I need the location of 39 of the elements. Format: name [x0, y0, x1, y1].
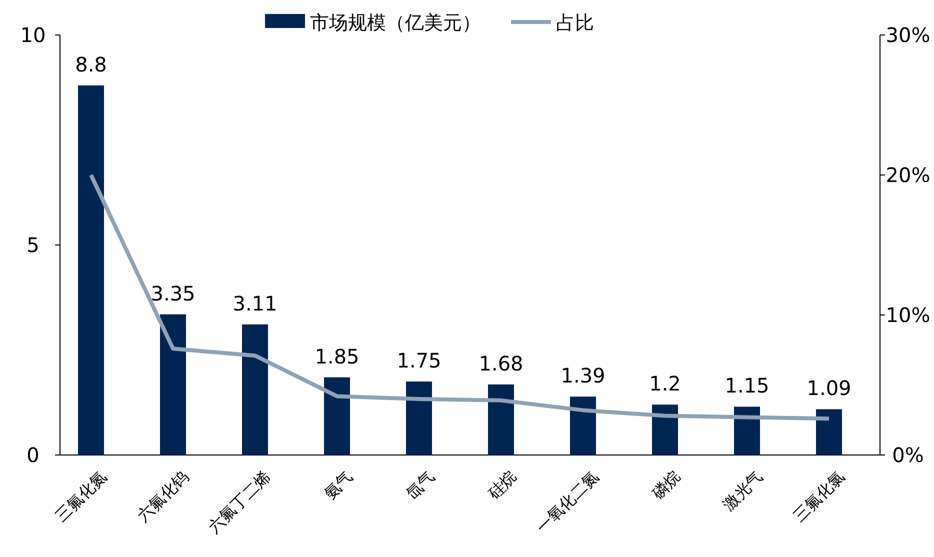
bar	[570, 396, 596, 455]
data-label: 1.2	[649, 372, 681, 396]
data-label: 1.68	[478, 351, 524, 376]
data-label: 1.39	[560, 364, 606, 388]
bar	[488, 384, 514, 455]
x-tick-label: 三氟化氯	[790, 466, 848, 526]
bar	[816, 409, 842, 455]
bar	[734, 406, 760, 455]
legend-label: 市场规模（亿美元）	[310, 12, 481, 34]
data-label: 3.35	[150, 281, 196, 306]
y-tick-label: 0	[26, 443, 40, 467]
x-tick-label: 六氟化钨	[134, 466, 192, 526]
y2-tick-label: 0%	[892, 443, 924, 467]
bar	[324, 377, 350, 455]
x-tick-label: 氙气	[402, 466, 438, 503]
data-label: 1.75	[396, 348, 442, 372]
x-tick-label: 硅烷	[484, 466, 520, 504]
x-tick-label: 三氟化氮	[52, 466, 110, 526]
y-tick-label: 10	[20, 23, 46, 47]
y2-tick-label: 20%	[886, 163, 930, 187]
data-label: 1.15	[724, 374, 770, 398]
bar	[78, 85, 104, 455]
x-tick-label: 磷烷	[648, 466, 684, 504]
x-tick-label: 激光气	[718, 466, 766, 514]
x-tick-label: 一氧化二氮	[532, 466, 602, 537]
data-label: 8.8	[75, 52, 107, 76]
legend-label: 占比	[556, 12, 594, 34]
bar	[160, 314, 186, 455]
bar	[242, 324, 268, 455]
y2-tick-label: 10%	[886, 303, 930, 327]
x-tick-label: 氨气	[320, 466, 356, 503]
x-tick-label: 六氟丁二烯	[204, 466, 274, 537]
data-label: 1.09	[806, 376, 852, 400]
bar	[652, 404, 678, 455]
data-label: 3.11	[232, 291, 278, 316]
data-label: 1.85	[314, 344, 360, 368]
y2-tick-label: 30%	[886, 23, 930, 47]
y-tick-label: 5	[26, 233, 40, 257]
bar	[406, 382, 432, 455]
